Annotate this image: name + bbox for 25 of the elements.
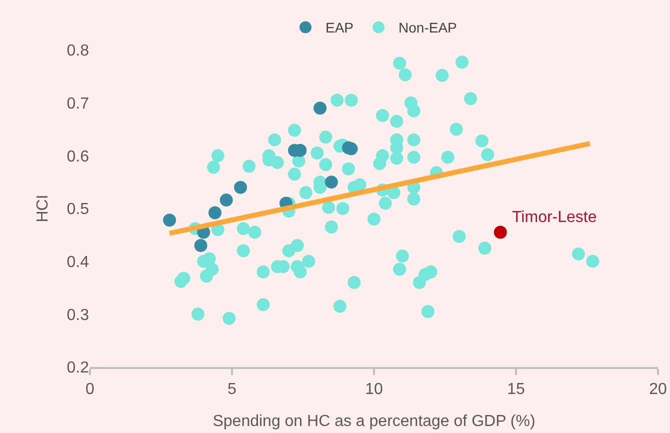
x-tick-label: 5	[228, 381, 237, 398]
y-tick-label: 0.2	[66, 360, 90, 377]
y-tick-label: 0.4	[66, 254, 90, 271]
point	[208, 206, 222, 220]
y-tick-label: 0.3	[66, 306, 90, 324]
point	[194, 238, 208, 252]
point	[494, 226, 507, 239]
point	[163, 214, 176, 227]
point	[220, 194, 233, 207]
x-tick-label: 0	[86, 381, 95, 398]
y-tick-label: 0.5	[66, 201, 90, 218]
point	[324, 176, 338, 189]
x-tick-label: 10	[365, 381, 383, 398]
annotation: Timor-Leste	[512, 209, 597, 226]
legend-label: EAP	[326, 20, 354, 36]
y-axis-title: HCI	[34, 194, 52, 222]
y-tick-label: 0.7	[66, 95, 90, 112]
legend-label: Non-EAP	[398, 20, 457, 36]
y-tick-label: 0.8	[66, 42, 90, 60]
point	[314, 102, 327, 115]
x-tick-label: 15	[507, 381, 525, 398]
point	[234, 180, 248, 194]
x-axis-title: Spending on HC as a percentage of GDP (%)	[212, 413, 536, 430]
x-tick-label: 20	[649, 381, 667, 398]
y-tick-label: 0.6	[66, 148, 90, 166]
